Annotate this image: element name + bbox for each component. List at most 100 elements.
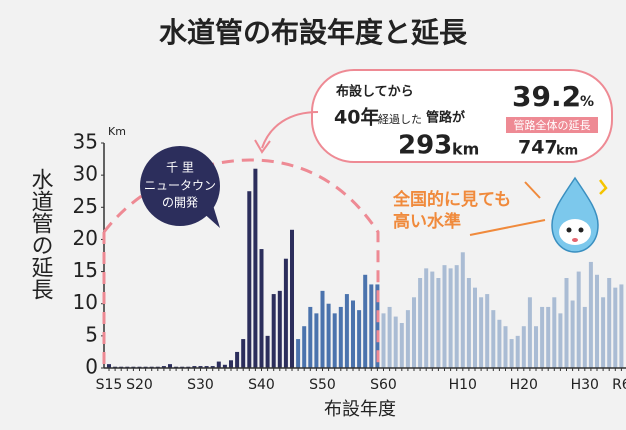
y-tick-label: 15 bbox=[73, 258, 98, 282]
bar bbox=[534, 326, 538, 368]
x-tick-label: S50 bbox=[309, 377, 336, 393]
x-tick-label: H30 bbox=[571, 377, 599, 393]
x-tick-label: S15 bbox=[96, 377, 123, 393]
bar bbox=[418, 278, 422, 368]
bar bbox=[516, 336, 520, 368]
x-axis-label: 布設年度 bbox=[324, 399, 396, 420]
x-tick-label: R6 bbox=[612, 377, 626, 393]
chart: 水道管の布設年度と延長 水道管の延長 Km 布設年度 0510152025303… bbox=[0, 0, 626, 430]
x-tick-label: H20 bbox=[510, 377, 538, 393]
x-tick-label: S30 bbox=[187, 377, 214, 393]
callout-years: 40年 bbox=[334, 106, 379, 129]
callout-text: 管路が bbox=[426, 110, 465, 126]
note-text: 高い水準 bbox=[393, 211, 461, 232]
bar bbox=[241, 339, 245, 368]
bar bbox=[400, 323, 404, 368]
bar bbox=[497, 320, 501, 368]
x-tick-label: H10 bbox=[449, 377, 477, 393]
bar bbox=[333, 313, 337, 368]
bar bbox=[571, 301, 575, 369]
bar bbox=[522, 326, 526, 368]
bar bbox=[607, 278, 611, 368]
bar bbox=[406, 310, 410, 368]
bar bbox=[260, 249, 264, 368]
chart-title: 水道管の布設年度と延長 bbox=[159, 16, 468, 49]
bar bbox=[253, 169, 257, 368]
x-tick-label: S20 bbox=[126, 377, 153, 393]
bar bbox=[308, 307, 312, 368]
bar bbox=[449, 268, 453, 368]
bar bbox=[595, 275, 599, 368]
bar bbox=[619, 284, 623, 368]
y-tick-label: 20 bbox=[73, 226, 98, 250]
bar bbox=[284, 259, 288, 368]
bar bbox=[430, 272, 434, 368]
callout-unit: % bbox=[580, 94, 594, 110]
bar bbox=[601, 297, 605, 368]
bar bbox=[327, 304, 331, 368]
bar bbox=[467, 278, 471, 368]
callout-unit: km bbox=[452, 140, 479, 159]
bar bbox=[388, 307, 392, 368]
bar bbox=[345, 294, 349, 368]
bar bbox=[443, 265, 447, 368]
bar bbox=[461, 252, 465, 368]
bubble-text: ニュータウン bbox=[144, 179, 216, 193]
bar bbox=[491, 310, 495, 368]
bar bbox=[382, 313, 386, 368]
callout-text: 布設してから bbox=[336, 84, 414, 100]
y-tick-label: 0 bbox=[85, 355, 98, 379]
x-tick-label: S40 bbox=[248, 377, 275, 393]
bar bbox=[589, 262, 593, 368]
callout-total: 747 bbox=[518, 137, 558, 159]
bar bbox=[302, 326, 306, 368]
y-axis-label: 水道管の延長 bbox=[28, 168, 54, 300]
bar bbox=[369, 284, 373, 368]
bar bbox=[424, 268, 428, 368]
bar bbox=[217, 362, 221, 368]
bar bbox=[583, 307, 587, 368]
bar bbox=[436, 278, 440, 368]
bar bbox=[339, 307, 343, 368]
bar bbox=[278, 291, 282, 368]
y-tick-label: 35 bbox=[73, 130, 98, 154]
bar bbox=[314, 313, 318, 368]
bar bbox=[479, 297, 483, 368]
bubble-text: の開発 bbox=[162, 196, 198, 210]
bar bbox=[351, 301, 355, 369]
bar bbox=[290, 230, 294, 368]
bar bbox=[546, 307, 550, 368]
bar bbox=[510, 339, 514, 368]
bar bbox=[552, 297, 556, 368]
x-tick-label: S60 bbox=[370, 377, 397, 393]
bar bbox=[455, 265, 459, 368]
callout-text: 経過した bbox=[378, 113, 422, 126]
bubble-text: 千 里 bbox=[166, 161, 194, 175]
y-unit: Km bbox=[108, 125, 126, 138]
bar bbox=[613, 288, 617, 368]
bar bbox=[266, 336, 270, 368]
bar bbox=[473, 288, 477, 368]
bar bbox=[540, 307, 544, 368]
bar bbox=[357, 310, 361, 368]
bar bbox=[272, 294, 276, 368]
note-text: 全国的に見ても bbox=[392, 189, 511, 210]
bar bbox=[235, 352, 239, 368]
bar bbox=[485, 294, 489, 368]
y-tick-label: 25 bbox=[73, 194, 98, 218]
bar bbox=[558, 313, 562, 368]
bar bbox=[412, 297, 416, 368]
bar bbox=[528, 297, 532, 368]
bar bbox=[565, 278, 569, 368]
callout-unit: km bbox=[556, 144, 578, 159]
y-tick-label: 10 bbox=[73, 290, 98, 314]
bar bbox=[504, 326, 508, 368]
callout-length: 293 bbox=[398, 131, 452, 161]
bar bbox=[321, 291, 325, 368]
bar bbox=[394, 317, 398, 368]
y-tick-label: 30 bbox=[73, 162, 98, 186]
callout-total-label: 管路全体の延長 bbox=[514, 118, 591, 132]
bar bbox=[363, 275, 367, 368]
bar bbox=[577, 272, 581, 368]
bar bbox=[229, 360, 233, 368]
